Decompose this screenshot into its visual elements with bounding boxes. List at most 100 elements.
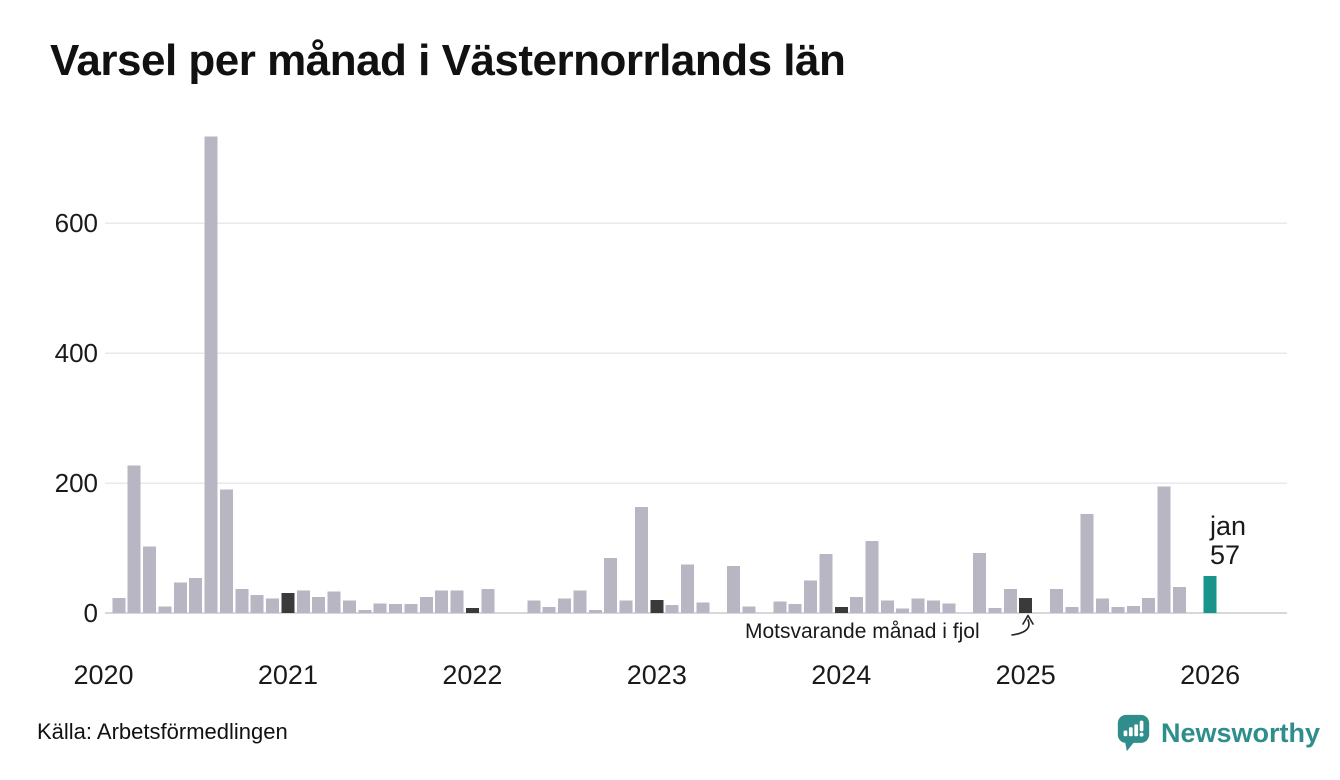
bar-2022-dec[interactable]	[634, 507, 648, 613]
bar-2022-sep[interactable]	[588, 609, 602, 613]
bar-2020-apr[interactable]	[143, 546, 157, 613]
bar-2024-jun[interactable]	[911, 598, 925, 613]
bar-2024-feb[interactable]	[850, 596, 864, 613]
bar-2021-feb[interactable]	[296, 590, 310, 613]
bar-2023-jun[interactable]	[727, 566, 741, 613]
newsworthy-wordmark: Newsworthy	[1161, 717, 1321, 748]
bar-2023-nov[interactable]	[804, 580, 818, 614]
latest-value: 57	[1210, 540, 1241, 570]
bar-2020-dec[interactable]	[266, 598, 280, 613]
bar-2021-jan[interactable]	[281, 592, 295, 613]
bar-2024-dec[interactable]	[1003, 588, 1017, 613]
bar-2024-jan[interactable]	[834, 607, 848, 613]
annotation-arrow-curve	[1011, 619, 1030, 636]
y-tick-600: 600	[55, 208, 98, 238]
bar-2021-apr[interactable]	[327, 591, 341, 613]
bar-2023-jul[interactable]	[742, 606, 756, 614]
bar-2025-apr[interactable]	[1065, 607, 1079, 613]
bar-2021-jun[interactable]	[358, 609, 372, 613]
bar-2023-sep[interactable]	[773, 601, 787, 613]
bar-2020-sep[interactable]	[219, 489, 233, 614]
y-tick-0: 0	[84, 598, 98, 628]
bars	[112, 136, 1217, 614]
bar-2026-jan[interactable]	[1203, 575, 1217, 613]
bar-2024-aug[interactable]	[942, 603, 956, 613]
bar-2020-mar[interactable]	[127, 465, 141, 613]
gridlines	[105, 222, 1287, 614]
bar-2025-mar[interactable]	[1049, 588, 1063, 613]
chart-title: Varsel per månad i Västernorrlands län	[50, 36, 846, 85]
bar-2020-jul[interactable]	[189, 577, 203, 613]
bar-2021-sep[interactable]	[404, 603, 418, 613]
bar-2025-nov[interactable]	[1172, 587, 1186, 613]
bar-2024-mar[interactable]	[865, 540, 879, 613]
bar-2020-okt[interactable]	[235, 588, 249, 613]
bar-2022-feb[interactable]	[481, 588, 495, 613]
logo-bar-3	[1134, 724, 1139, 737]
annotation-arrow	[1011, 614, 1034, 636]
bar-2024-okt[interactable]	[973, 553, 987, 613]
bar-2023-okt[interactable]	[788, 603, 802, 613]
bar-2025-okt[interactable]	[1157, 486, 1171, 613]
latest-month-label: jan	[1210, 511, 1247, 541]
latest-value-label: jan 57	[1210, 512, 1246, 570]
x-tick-2023: 2023	[627, 660, 687, 690]
x-tick-2022: 2022	[442, 660, 502, 690]
bar-2021-jul[interactable]	[373, 603, 387, 613]
bar-2024-jul[interactable]	[926, 600, 940, 613]
annotation-text: Motsvarande månad i fjol	[745, 620, 980, 643]
bar-2022-maj[interactable]	[527, 600, 541, 613]
bar-2020-jun[interactable]	[173, 582, 187, 613]
bar-2025-sep[interactable]	[1142, 598, 1156, 613]
x-tick-2024: 2024	[811, 660, 871, 690]
newsworthy-bubble-chart-icon	[1117, 714, 1150, 752]
bar-2022-jun[interactable]	[542, 607, 556, 613]
logo-exclamation-bar	[1139, 720, 1144, 732]
y-tick-400: 400	[55, 338, 98, 368]
x-tick-2021: 2021	[258, 660, 318, 690]
bar-2020-feb[interactable]	[112, 598, 126, 613]
x-tick-2025: 2025	[996, 660, 1056, 690]
logo-bar-2	[1128, 727, 1133, 737]
bar-2022-aug[interactable]	[573, 590, 587, 613]
bar-2021-aug[interactable]	[389, 603, 403, 613]
x-tick-2026: 2026	[1180, 660, 1240, 690]
chart-svg: 0 200 400 600 2020 2021 2022 2023 2024 2025 2026	[55, 136, 1287, 690]
bar-2021-nov[interactable]	[435, 590, 449, 613]
bar-2023-dec[interactable]	[819, 553, 833, 613]
bar-2023-feb[interactable]	[665, 605, 679, 613]
bar-2025-jan[interactable]	[1019, 598, 1033, 613]
x-tick-2020: 2020	[73, 660, 133, 690]
logo-bubble	[1117, 714, 1150, 752]
logo-exclamation-dot	[1139, 732, 1144, 737]
newsworthy-logo[interactable]: Newsworthy	[1117, 710, 1327, 756]
bar-2021-okt[interactable]	[419, 596, 433, 613]
bar-2022-jan[interactable]	[465, 607, 479, 613]
bar-2024-maj[interactable]	[896, 608, 910, 613]
bar-2020-nov[interactable]	[250, 594, 264, 613]
source-text: Källa: Arbetsförmedlingen	[37, 719, 288, 744]
bar-2021-dec[interactable]	[450, 590, 464, 613]
bar-2025-maj[interactable]	[1080, 514, 1094, 613]
bar-2022-nov[interactable]	[619, 600, 633, 613]
bar-2021-maj[interactable]	[342, 600, 356, 613]
bar-2020-aug[interactable]	[204, 136, 218, 614]
y-axis-labels: 0 200 400 600	[55, 208, 98, 628]
bar-2022-jul[interactable]	[558, 598, 572, 613]
annotation-arrowhead	[1022, 614, 1034, 625]
x-axis-labels: 2020 2021 2022 2023 2024 2025 2026	[73, 660, 1240, 690]
bar-2024-apr[interactable]	[880, 600, 894, 613]
bar-2025-aug[interactable]	[1126, 605, 1140, 613]
y-tick-200: 200	[55, 468, 98, 498]
bar-2023-apr[interactable]	[696, 602, 710, 613]
logo-bar-1	[1123, 730, 1128, 737]
bar-2024-nov[interactable]	[988, 607, 1002, 613]
bar-2023-mar[interactable]	[681, 564, 695, 613]
bar-2020-maj[interactable]	[158, 606, 172, 614]
bar-2021-mar[interactable]	[312, 596, 326, 613]
bar-2025-jun[interactable]	[1096, 598, 1110, 613]
bar-2025-jul[interactable]	[1111, 607, 1125, 613]
bar-2022-okt[interactable]	[604, 557, 618, 613]
bar-2023-jan[interactable]	[650, 600, 664, 613]
